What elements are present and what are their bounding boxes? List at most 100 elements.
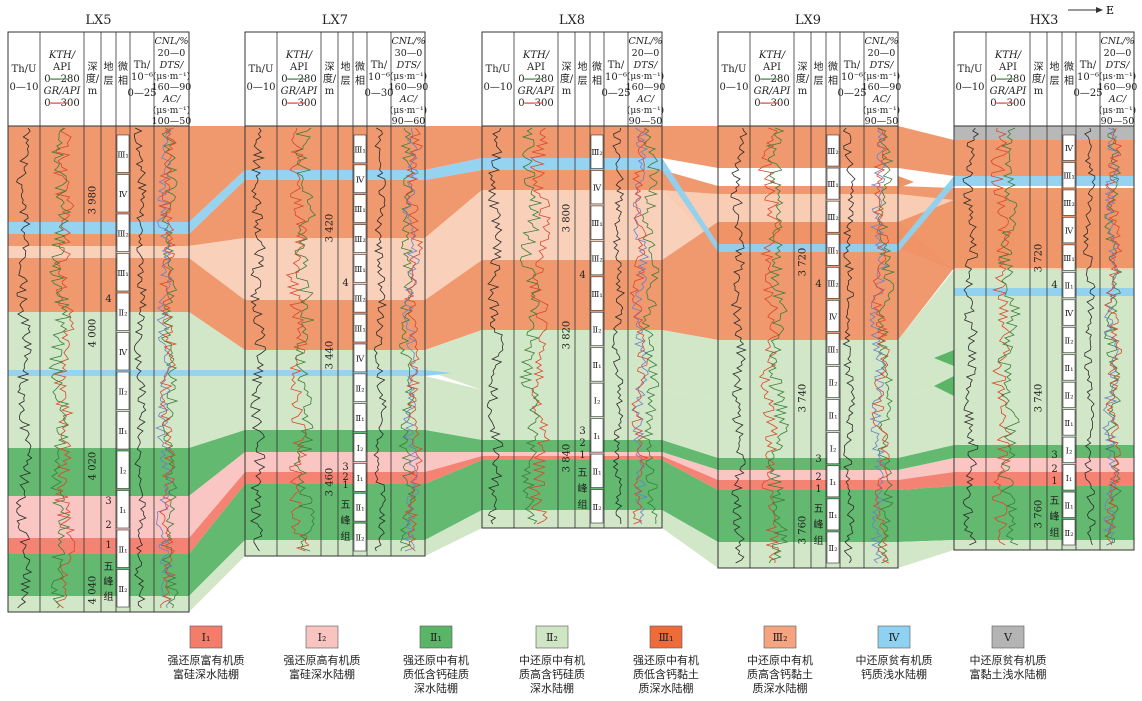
facies-box bbox=[590, 205, 604, 240]
log-curve bbox=[398, 127, 417, 552]
facies-label: Ⅱ₁ bbox=[828, 511, 837, 521]
band-I1-well-2-11 bbox=[482, 456, 662, 460]
well-LX8: LX8Th/U0—10KTH/API0—280GR/API0—300深度/m地层… bbox=[481, 13, 666, 529]
facies-box bbox=[353, 194, 367, 223]
well-name: LX8 bbox=[559, 13, 585, 28]
facies-box bbox=[353, 343, 367, 373]
layer-label: 4 bbox=[342, 278, 348, 289]
ac-label: AC/ bbox=[636, 94, 655, 105]
facies-label: Ⅱ₂ bbox=[355, 534, 364, 544]
log-curve bbox=[997, 127, 1022, 546]
legend-line-3: 质深水陆棚 bbox=[753, 681, 808, 695]
dts-unit: (μs·m⁻¹) bbox=[627, 71, 664, 82]
kth-unit: API bbox=[526, 62, 545, 73]
legend-line-1: 强还原中有机 bbox=[633, 653, 699, 667]
depth-label: 3 740 bbox=[798, 384, 809, 413]
layer-label: 2 bbox=[342, 472, 348, 483]
log-curve bbox=[871, 127, 890, 564]
facies-label: Ⅱ₂ bbox=[1064, 529, 1073, 539]
band-link-II1-2-9 bbox=[662, 440, 718, 470]
log-curve bbox=[641, 127, 661, 525]
log-curve bbox=[518, 127, 542, 525]
facies-box bbox=[1062, 162, 1076, 189]
ac-unit: (μs·m⁻¹) bbox=[153, 105, 190, 116]
facies-box bbox=[353, 433, 367, 462]
band-II1-well-4-12 bbox=[954, 486, 1134, 540]
facies-label: Ⅲ₁ bbox=[354, 205, 366, 215]
th-label: Th/ bbox=[1080, 60, 1097, 71]
log-curve bbox=[160, 127, 179, 609]
facies-box bbox=[1062, 354, 1076, 381]
depth-header: 深 bbox=[1034, 61, 1044, 73]
band-link-IV-1-5 bbox=[425, 158, 482, 180]
th-unit: 10⁻⁶ bbox=[131, 72, 153, 83]
legend-line-1: 中还原贫有机质 bbox=[856, 653, 933, 667]
facies-box bbox=[1062, 519, 1076, 546]
layer-label: 1 bbox=[342, 480, 348, 491]
layer-label: 峰 bbox=[341, 515, 351, 527]
depth-label: 3 720 bbox=[1034, 244, 1045, 273]
log-curve bbox=[15, 127, 33, 609]
ii1-pinch-wedge-2 bbox=[934, 376, 954, 396]
band-II2-well-1-13 bbox=[245, 540, 425, 556]
depth-label: 3 800 bbox=[562, 204, 573, 233]
legend-code: Ⅰ₂ bbox=[318, 631, 327, 644]
log-curve bbox=[757, 127, 781, 564]
cnl-range: 20—0 bbox=[632, 48, 660, 59]
facies-label: Ⅰ₂ bbox=[594, 396, 601, 406]
facies-label: Ⅲ₂ bbox=[827, 147, 839, 157]
band-III1-well-0-2 bbox=[8, 234, 189, 246]
facies-box bbox=[826, 498, 840, 531]
band-link-III2-2-3 bbox=[662, 190, 718, 260]
band-II2-well-1-8 bbox=[245, 376, 425, 430]
band-link-III2-0-3 bbox=[189, 238, 245, 300]
cnl-range: 20—0 bbox=[158, 48, 186, 59]
legend-line-2: 富硅深水陆棚 bbox=[173, 667, 239, 681]
band-IV-well-0-5 bbox=[8, 222, 189, 234]
log-curve bbox=[403, 127, 424, 552]
layer-header: 层 bbox=[814, 75, 824, 87]
legend-swatch bbox=[535, 625, 569, 649]
layer-label: 五 bbox=[104, 562, 114, 573]
ac-unit: (μs·m⁻¹) bbox=[627, 105, 664, 116]
iii1-pinch-wedge bbox=[898, 176, 914, 188]
facies-label: Ⅱ₂ bbox=[828, 379, 837, 389]
band-link-IV-3-5 bbox=[898, 176, 954, 252]
facies-box bbox=[353, 403, 367, 432]
facies-box bbox=[826, 167, 840, 200]
depth-header: 度/ bbox=[86, 72, 100, 85]
ac-range: 100—50 bbox=[152, 116, 192, 127]
well-frame bbox=[481, 31, 663, 529]
facies-box bbox=[116, 569, 130, 608]
legend-line-2: 钙质浅水陆棚 bbox=[861, 667, 927, 681]
facies-box bbox=[590, 311, 604, 347]
facies-box bbox=[1062, 381, 1076, 408]
facies-label: Ⅲ₂ bbox=[591, 148, 603, 158]
band-I1-well-3-11 bbox=[718, 480, 898, 490]
well-name: HX3 bbox=[1030, 13, 1059, 28]
well-LX5: LX5Th/U0—10KTH/API0—280GR/API0—300深度/m地层… bbox=[7, 13, 192, 613]
well-name: LX7 bbox=[322, 13, 348, 28]
facies-box bbox=[1062, 189, 1076, 216]
dts-label: DTS/ bbox=[1105, 60, 1130, 71]
log-curve bbox=[48, 127, 72, 609]
facies-column: Ⅲ₁ Ⅳ Ⅲ₂ Ⅲ₁ Ⅱ₂ Ⅳ Ⅱ₂ Ⅱ₁ Ⅰ₂ Ⅰ₁ Ⅱ₁ Ⅱ₂ bbox=[116, 134, 130, 608]
band-I1-well-1-11 bbox=[245, 472, 425, 484]
layer-label: 五 bbox=[1050, 496, 1060, 507]
band-II1-well-2-12 bbox=[482, 460, 662, 510]
legend-swatch bbox=[877, 625, 911, 649]
band-III2-well-1-3 bbox=[245, 238, 425, 300]
facies-box bbox=[116, 529, 130, 568]
layer-label: 3 bbox=[579, 426, 585, 437]
facies-column: Ⅲ₁ Ⅳ Ⅲ₁ Ⅲ₂ Ⅲ₁ Ⅲ₂ Ⅲ₁ Ⅳ Ⅱ₂ Ⅱ₁ Ⅰ₂ Ⅰ₁ Ⅱ₁ Ⅱ₂ bbox=[353, 134, 367, 552]
band-II1-well-0-12 bbox=[8, 554, 189, 596]
facies-label: Ⅳ bbox=[119, 348, 128, 358]
facies-label: Ⅱ₁ bbox=[1064, 419, 1073, 429]
layer-label: 组 bbox=[104, 590, 114, 603]
band-link-II2-3-6 bbox=[898, 270, 954, 400]
band-II2-well-2-8 bbox=[482, 390, 662, 440]
dts-range: 160—90 bbox=[626, 82, 666, 93]
cnl-range: 30—0 bbox=[395, 48, 423, 59]
